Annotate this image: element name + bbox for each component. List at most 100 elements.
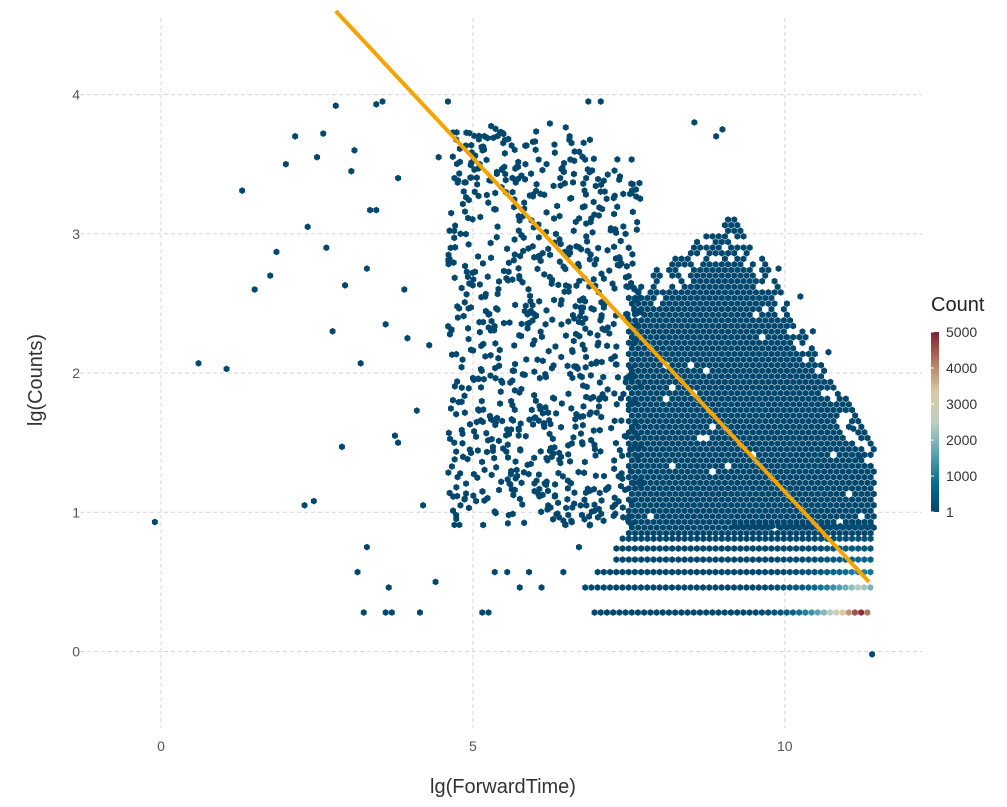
hex-cell [550, 182, 557, 190]
hex-cell [656, 328, 663, 335]
hex-cell [663, 406, 669, 414]
hex-cell [579, 438, 585, 446]
hex-cell [647, 378, 654, 386]
hex-cell [768, 395, 775, 403]
hex-cell [637, 195, 644, 203]
hex-cell [771, 322, 778, 330]
hex-cell [722, 412, 728, 419]
hex-cell [833, 609, 840, 616]
hex-cell [653, 311, 660, 319]
hex-cell [756, 429, 762, 436]
hex-cell [666, 524, 673, 531]
hex-cell [836, 485, 843, 492]
hex-cell [666, 468, 673, 475]
hex-cell [734, 490, 741, 498]
hex-cell [445, 469, 452, 476]
hex-cell [458, 363, 465, 371]
hex-cell [712, 283, 719, 291]
hex-cell [653, 513, 660, 520]
hex-cell [802, 468, 809, 475]
hex-cell [725, 373, 731, 380]
hex-cell [725, 227, 731, 235]
hex-cell [759, 289, 766, 296]
hex-cell [780, 417, 787, 425]
hex-cell [768, 328, 775, 335]
hex-cell [805, 485, 812, 492]
hex-cell [669, 294, 676, 302]
hex-cell [799, 473, 806, 481]
hex-cell [830, 496, 837, 503]
hex-cell [656, 406, 663, 414]
hex-cell [734, 401, 741, 408]
hex-cell [858, 434, 865, 442]
hex-cell [731, 568, 737, 576]
y-tick-label: 1 [72, 504, 80, 520]
hex-cell [539, 166, 546, 174]
hex-cell [566, 132, 573, 140]
hex-cell [675, 294, 682, 302]
hex-cell [482, 353, 489, 360]
hex-cell [498, 478, 505, 486]
hex-cell [839, 513, 846, 520]
hex-cell [625, 406, 632, 414]
hex-cell [641, 513, 648, 520]
hex-cell [502, 176, 509, 184]
hex-cell [691, 468, 697, 475]
hex-cell [379, 98, 386, 105]
hex-cell [634, 321, 640, 329]
hex-cell [576, 148, 583, 156]
hex-cell [718, 384, 725, 391]
hex-cell [515, 432, 522, 439]
hex-cell [641, 412, 648, 419]
hex-cell [650, 294, 657, 302]
hex-cell [480, 521, 487, 529]
hex-cell [606, 330, 613, 337]
hex-cell [572, 415, 579, 423]
hex-cell [768, 440, 775, 447]
hex-cell [784, 479, 790, 487]
hex-cell [647, 501, 654, 509]
hex-cell [771, 311, 778, 319]
hex-cell [450, 507, 456, 515]
hex-cell [774, 317, 781, 324]
hex-cell [632, 507, 638, 515]
hex-cell [468, 159, 475, 166]
hex-cell [749, 272, 756, 279]
hex-cell [839, 479, 846, 487]
hex-cell [787, 507, 793, 515]
hex-cell [627, 400, 634, 408]
hex-cell [749, 305, 756, 313]
hex-cell [516, 217, 523, 224]
hex-cell [644, 350, 651, 358]
hex-cell [687, 462, 694, 470]
hex-cell [744, 522, 751, 530]
hex-cell [753, 468, 759, 475]
hex-cell [552, 343, 559, 350]
hex-cell [479, 458, 485, 466]
hex-cell [709, 356, 716, 363]
hex-cell [740, 255, 747, 263]
hex-cell [858, 445, 865, 453]
hex-cell [805, 406, 812, 414]
hex-cell [731, 522, 738, 530]
hex-cell [802, 367, 809, 375]
hex-cell [768, 406, 775, 414]
hex-cell [855, 473, 862, 481]
hex-cell [706, 535, 713, 543]
hex-cell [790, 345, 797, 352]
hex-cell [787, 339, 793, 347]
hex-cell [583, 353, 589, 361]
hex-cell [700, 535, 707, 543]
hex-cell [588, 215, 595, 222]
hex-cell [762, 507, 769, 515]
hex-cell [697, 479, 704, 487]
hex-cell [644, 328, 651, 335]
hex-cell [650, 451, 657, 459]
hex-cell [542, 370, 549, 378]
hex-cell [562, 124, 569, 131]
hex-cell [595, 175, 601, 183]
hex-cell [638, 328, 645, 335]
hex-cell [839, 468, 846, 475]
hex-cell [868, 522, 875, 530]
hex-cell [839, 609, 846, 616]
